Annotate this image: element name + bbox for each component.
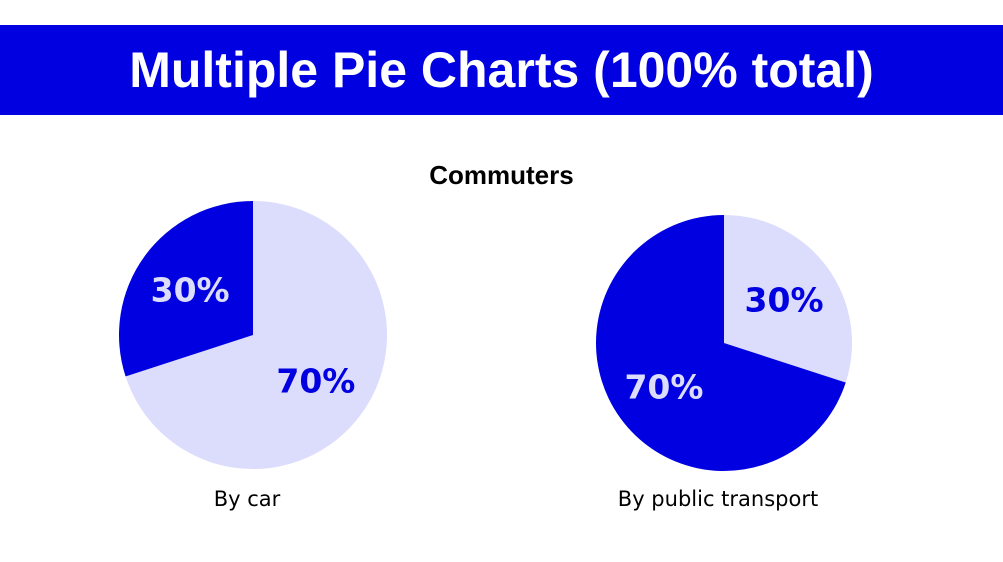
pie-1-slice-2-label: 30% [151, 270, 230, 309]
pie-2-slice-2-label: 70% [624, 368, 703, 407]
pie-1-slice-2 [118, 201, 253, 377]
pie-2: 30% 70% By public transport [596, 215, 852, 511]
chart-title: Commuters [429, 160, 574, 190]
pie-2-slice-1-label: 30% [745, 280, 824, 319]
pie-2-caption: By public transport [618, 487, 818, 511]
pie-2-slice-1 [724, 215, 852, 383]
pie-1-slice-1 [125, 201, 388, 469]
slide-title: Multiple Pie Charts (100% total) [129, 42, 874, 98]
pie-1-caption: By car [214, 487, 281, 511]
pie-1-slice-1-label: 70% [276, 362, 355, 401]
pie-2-slice-2 [596, 215, 846, 471]
pie-1: 70% 30% By car [118, 201, 388, 511]
title-bar: Multiple Pie Charts (100% total) [0, 25, 1003, 115]
